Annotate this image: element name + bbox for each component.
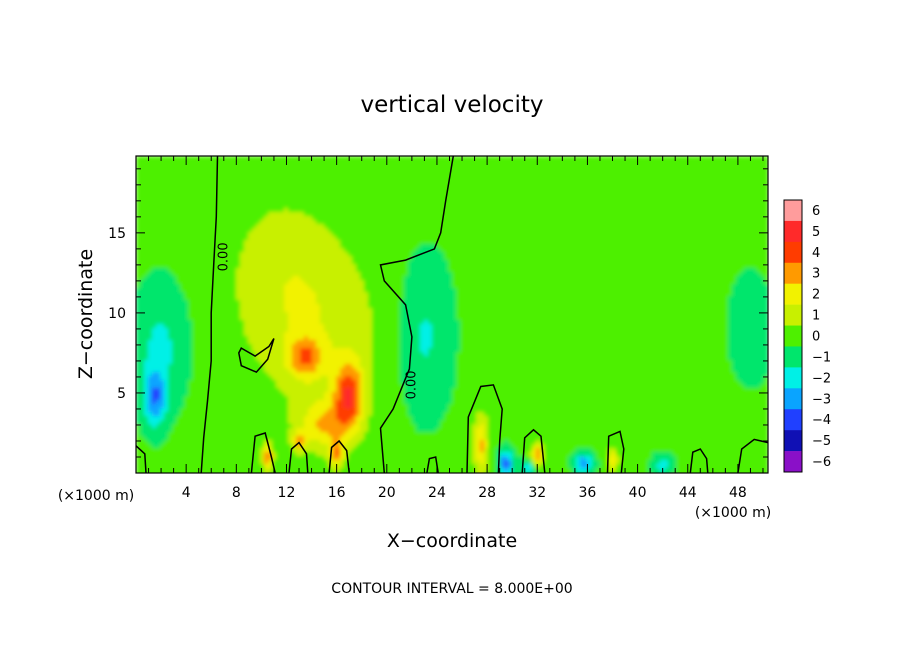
colorbar-label: 4: [812, 246, 820, 261]
colorbar-label: 2: [812, 288, 820, 303]
colorbar-label: 0: [812, 330, 820, 345]
contour-label: 0.00: [216, 242, 231, 271]
x-axis-label: X−coordinate: [387, 530, 517, 552]
zero-contour-line: [521, 428, 546, 473]
zero-contour-line: [606, 430, 625, 473]
colorbar-swatch: [784, 367, 802, 389]
zero-contour-line: [200, 155, 219, 474]
colorbar-label: 1: [812, 309, 820, 324]
x-tick-label: 12: [278, 485, 296, 501]
zero-contour-line: [328, 439, 350, 473]
x-tick-label: 20: [378, 485, 396, 501]
colorbar-swatch: [784, 409, 802, 431]
x-tick-label: 28: [478, 485, 496, 501]
zero-contour-line: [466, 384, 503, 473]
x-unit-left: (×1000 m): [58, 488, 134, 504]
x-tick-label: 16: [328, 485, 346, 501]
zero-contour-line: [737, 438, 768, 473]
y-tick-label: 5: [117, 386, 126, 402]
colorbar-label: −6: [812, 455, 831, 470]
x-tick-label: 4: [182, 485, 191, 501]
colorbar-label: −2: [812, 371, 831, 386]
x-tick-label: 8: [232, 485, 241, 501]
x-unit-right: (×1000 m): [695, 505, 771, 521]
contour-label: 0.00: [404, 370, 419, 399]
colorbar-swatch: [784, 325, 802, 347]
colorbar-swatch: [784, 430, 802, 452]
colorbar-swatch: [784, 388, 802, 410]
colorbar-swatch: [784, 346, 802, 368]
x-tick-label: 48: [729, 485, 747, 501]
y-tick-label: 10: [108, 306, 126, 322]
colorbar-label: −1: [812, 350, 831, 365]
zero-contour-line: [288, 441, 309, 473]
colorbar-label: 6: [812, 204, 820, 219]
colorbar-swatch: [784, 304, 802, 326]
colorbar: 6 5 4 3 2 1 0 −1 −2 −3 −4 −5 −6: [783, 199, 831, 473]
contour-interval-footer: CONTOUR INTERVAL = 8.000E+00: [331, 581, 572, 597]
colorbar-swatch: [784, 220, 802, 243]
colorbar-frame: [783, 199, 803, 473]
x-tick-label: 44: [679, 485, 697, 501]
y-tick-label: 15: [108, 226, 126, 242]
colorbar-label: 5: [812, 225, 820, 240]
colorbar-swatch: [784, 241, 802, 264]
x-tick-label: 36: [579, 485, 597, 501]
colorbar-label: 3: [812, 267, 820, 282]
colorbar-label: −5: [812, 434, 831, 449]
zero-contour-line: [238, 338, 275, 374]
heatmap-cells: [136, 156, 768, 473]
x-tick-label: 24: [428, 485, 446, 501]
colorbar-swatch: [784, 262, 802, 284]
heatmap-field: [136, 156, 768, 473]
y-axis-label: Z−coordinate: [75, 249, 97, 379]
zero-contour-line: [136, 445, 147, 473]
colorbar-swatch: [784, 283, 802, 305]
plot-frame: [135, 155, 769, 474]
zero-contour-line: [250, 432, 276, 473]
x-tick-label: 40: [629, 485, 647, 501]
chart-title: vertical velocity: [361, 92, 544, 118]
zero-contour-line: [689, 448, 709, 473]
colorbar-label: −3: [812, 392, 831, 407]
y-axis-ticks: 5 10 15: [108, 168, 768, 474]
zero-contours: 0.00 0.00: [136, 155, 768, 474]
colorbar-swatch: [784, 451, 802, 473]
colorbar-swatch: [784, 200, 802, 222]
zero-contour-line: [379, 155, 455, 474]
colorbar-label: −4: [812, 413, 831, 428]
x-axis-ticks: 4 8 12 16 20 24 28 32 36 40 44 48: [135, 156, 764, 501]
x-tick-label: 32: [528, 485, 546, 501]
